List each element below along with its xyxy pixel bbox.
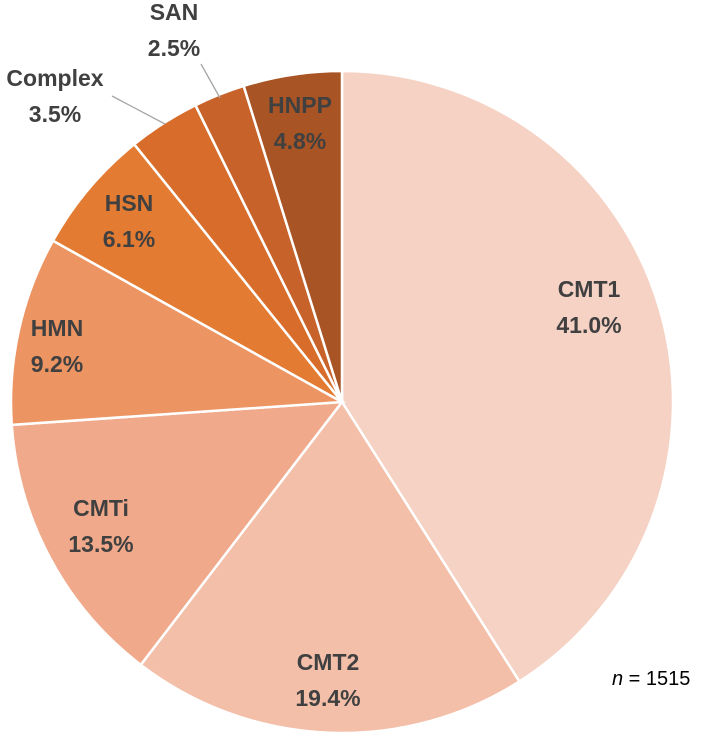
pie-slice-hmn: [9, 239, 347, 427]
slice-label-hnpp: HNPP: [268, 92, 332, 118]
slice-label-cmt2: CMT2: [297, 649, 360, 675]
slice-value-cmt1: 41.0%: [556, 312, 621, 338]
slice-value-cmti: 13.5%: [68, 531, 133, 557]
pie-slice-hsn: [51, 142, 343, 404]
slice-label-complex: Complex: [6, 65, 103, 91]
pie-slice-hnpp: [242, 69, 344, 403]
pie-slice-cmti: [10, 400, 345, 667]
n-symbol: n: [612, 668, 624, 690]
pie-slice-cmt2: [139, 399, 522, 732]
pie-slice-cmt1: [340, 69, 675, 684]
slice-value-cmt2: 19.4%: [295, 685, 360, 711]
sample-size-annotation: n = 1515: [612, 668, 690, 691]
sample-size-value: = 1515: [623, 668, 691, 690]
slice-label-cmti: CMTi: [73, 495, 129, 521]
slice-label-hmn: HMN: [31, 315, 83, 341]
slice-label-san: SAN: [150, 0, 199, 25]
slice-value-san: 2.5%: [148, 35, 200, 61]
slice-label-cmt1: CMT1: [558, 276, 621, 302]
slice-label-hsn: HSN: [105, 190, 154, 216]
leader-line-complex: [111, 95, 166, 125]
slice-value-complex: 3.5%: [29, 101, 81, 127]
slice-value-hnpp: 4.8%: [274, 128, 326, 154]
slice-labels: CMT1 41.0% CMT2 19.4% CMTi 13.5% HMN 9.2% HSN 6.1…: [6, 0, 621, 711]
leader-line-san: [200, 63, 221, 99]
pie-slices: [9, 69, 675, 732]
slice-value-hsn: 6.1%: [103, 226, 155, 252]
leader-lines: [111, 63, 221, 125]
slice-value-hmn: 9.2%: [31, 351, 83, 377]
